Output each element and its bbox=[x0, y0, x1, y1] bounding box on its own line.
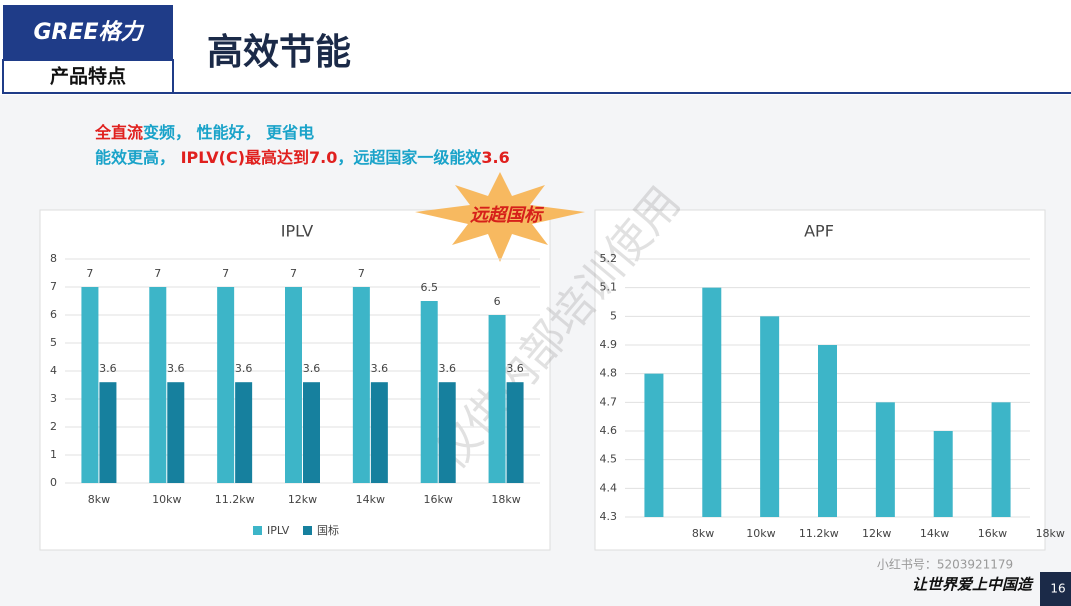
bar bbox=[875, 402, 895, 517]
line: 能效更高， IPLV(C)最高达到7.0，远超国家一级能效3.6 bbox=[95, 148, 510, 167]
y-tick-label: 4.5 bbox=[600, 453, 618, 466]
data-label: 7 bbox=[222, 267, 229, 280]
legend-swatch bbox=[253, 526, 262, 535]
bar bbox=[149, 287, 167, 483]
badge: 远超国标 bbox=[470, 205, 545, 226]
y-tick-label: 0 bbox=[50, 476, 57, 489]
x-tick-label: 14kw bbox=[356, 493, 385, 506]
y-tick-label: 4.3 bbox=[600, 510, 618, 523]
data-label: 7 bbox=[358, 267, 365, 280]
bar bbox=[99, 382, 117, 483]
bar bbox=[438, 382, 456, 483]
y-tick-label: 4 bbox=[50, 364, 57, 377]
line: 全直流变频， 性能好， 更省电 bbox=[94, 123, 314, 142]
x-tick-label: 11.2kw bbox=[799, 527, 839, 540]
line-segment: 3.6 bbox=[481, 148, 509, 167]
title: 高效节能 bbox=[207, 32, 351, 73]
bar bbox=[352, 287, 370, 483]
y-tick-label: 4.7 bbox=[600, 395, 618, 408]
line-segment: IPLV(C)最高达到7.0 bbox=[181, 148, 338, 167]
x-tick-label: 16kw bbox=[424, 493, 453, 506]
page-number: 16 bbox=[1050, 582, 1065, 596]
x-tick-label: 8kw bbox=[692, 527, 714, 540]
chart-title: APF bbox=[804, 222, 834, 241]
bar bbox=[81, 287, 99, 483]
section-box bbox=[2, 59, 174, 94]
x-tick-label: 18kw bbox=[491, 493, 520, 506]
x-tick-label: 10kw bbox=[152, 493, 181, 506]
data-label: 3.6 bbox=[303, 362, 321, 375]
data-label: 7 bbox=[86, 267, 93, 280]
data-label: 7 bbox=[154, 267, 161, 280]
bar bbox=[488, 315, 506, 483]
y-tick-label: 5.1 bbox=[600, 281, 618, 294]
slogan: 让世界爱上中国造 bbox=[912, 576, 1034, 594]
chart-title: IPLV bbox=[281, 222, 314, 241]
bar bbox=[167, 382, 185, 483]
bar bbox=[235, 382, 253, 483]
x-tick-label: 8kw bbox=[88, 493, 110, 506]
bar bbox=[818, 345, 837, 517]
y-tick-label: 6 bbox=[50, 308, 57, 321]
bar bbox=[217, 287, 235, 483]
y-tick-label: 4.8 bbox=[600, 367, 618, 380]
y-tick-label: 8 bbox=[50, 252, 57, 265]
data-label: 3.6 bbox=[371, 362, 389, 375]
data-label: 3.6 bbox=[167, 362, 185, 375]
y-tick-label: 4.4 bbox=[600, 481, 618, 494]
x-tick-label: 18kw bbox=[1036, 527, 1065, 540]
x-tick-label: 11.2kw bbox=[215, 493, 255, 506]
y-tick-label: 5.2 bbox=[600, 252, 618, 265]
y-tick-label: 1 bbox=[50, 448, 57, 461]
starburst bbox=[415, 172, 585, 262]
data-label: 3.6 bbox=[438, 362, 456, 375]
data-label: 6.5 bbox=[420, 281, 438, 294]
bar bbox=[760, 316, 780, 517]
section: 产品特点 bbox=[50, 65, 126, 88]
bar bbox=[644, 373, 664, 517]
bar bbox=[702, 287, 722, 517]
data-label: 6 bbox=[494, 295, 501, 308]
header-bg bbox=[0, 0, 1071, 95]
y-tick-label: 3 bbox=[50, 392, 57, 405]
page-box bbox=[1040, 572, 1071, 606]
data-label: 7 bbox=[290, 267, 297, 280]
logo-box bbox=[3, 5, 173, 60]
line-segment: 能效更高， bbox=[95, 148, 181, 167]
y-tick-label: 7 bbox=[50, 280, 57, 293]
line-segment: ，远超国家一级能效 bbox=[337, 148, 481, 167]
x-tick-label: 12kw bbox=[862, 527, 891, 540]
line-segment: 全直流 bbox=[94, 123, 143, 142]
y-tick-label: 4.6 bbox=[600, 424, 618, 437]
y-tick-label: 4.9 bbox=[600, 338, 618, 351]
y-tick-label: 2 bbox=[50, 420, 57, 433]
x-tick-label: 10kw bbox=[746, 527, 775, 540]
legend-swatch bbox=[303, 526, 312, 535]
brand: GREE格力 bbox=[33, 20, 144, 45]
handle: 小红书号：5203921179 bbox=[877, 557, 1013, 572]
x-tick-label: 16kw bbox=[978, 527, 1007, 540]
bar bbox=[991, 402, 1011, 517]
legend-label: 国标 bbox=[317, 523, 339, 537]
y-tick-label: 5 bbox=[610, 309, 617, 322]
y-tick-label: 5 bbox=[50, 336, 57, 349]
bar bbox=[285, 287, 302, 483]
bar bbox=[506, 382, 524, 483]
x-tick-label: 12kw bbox=[288, 493, 317, 506]
bar bbox=[420, 301, 438, 483]
data-label: 3.6 bbox=[99, 362, 117, 375]
data-label: 3.6 bbox=[235, 362, 253, 375]
data-label: 3.6 bbox=[506, 362, 524, 375]
line-segment: 变频， 性能好， 更省电 bbox=[143, 123, 314, 142]
bar bbox=[933, 431, 953, 517]
legend-label: IPLV bbox=[267, 524, 290, 537]
bar bbox=[303, 382, 320, 483]
bar bbox=[370, 382, 388, 483]
x-tick-label: 14kw bbox=[920, 527, 949, 540]
